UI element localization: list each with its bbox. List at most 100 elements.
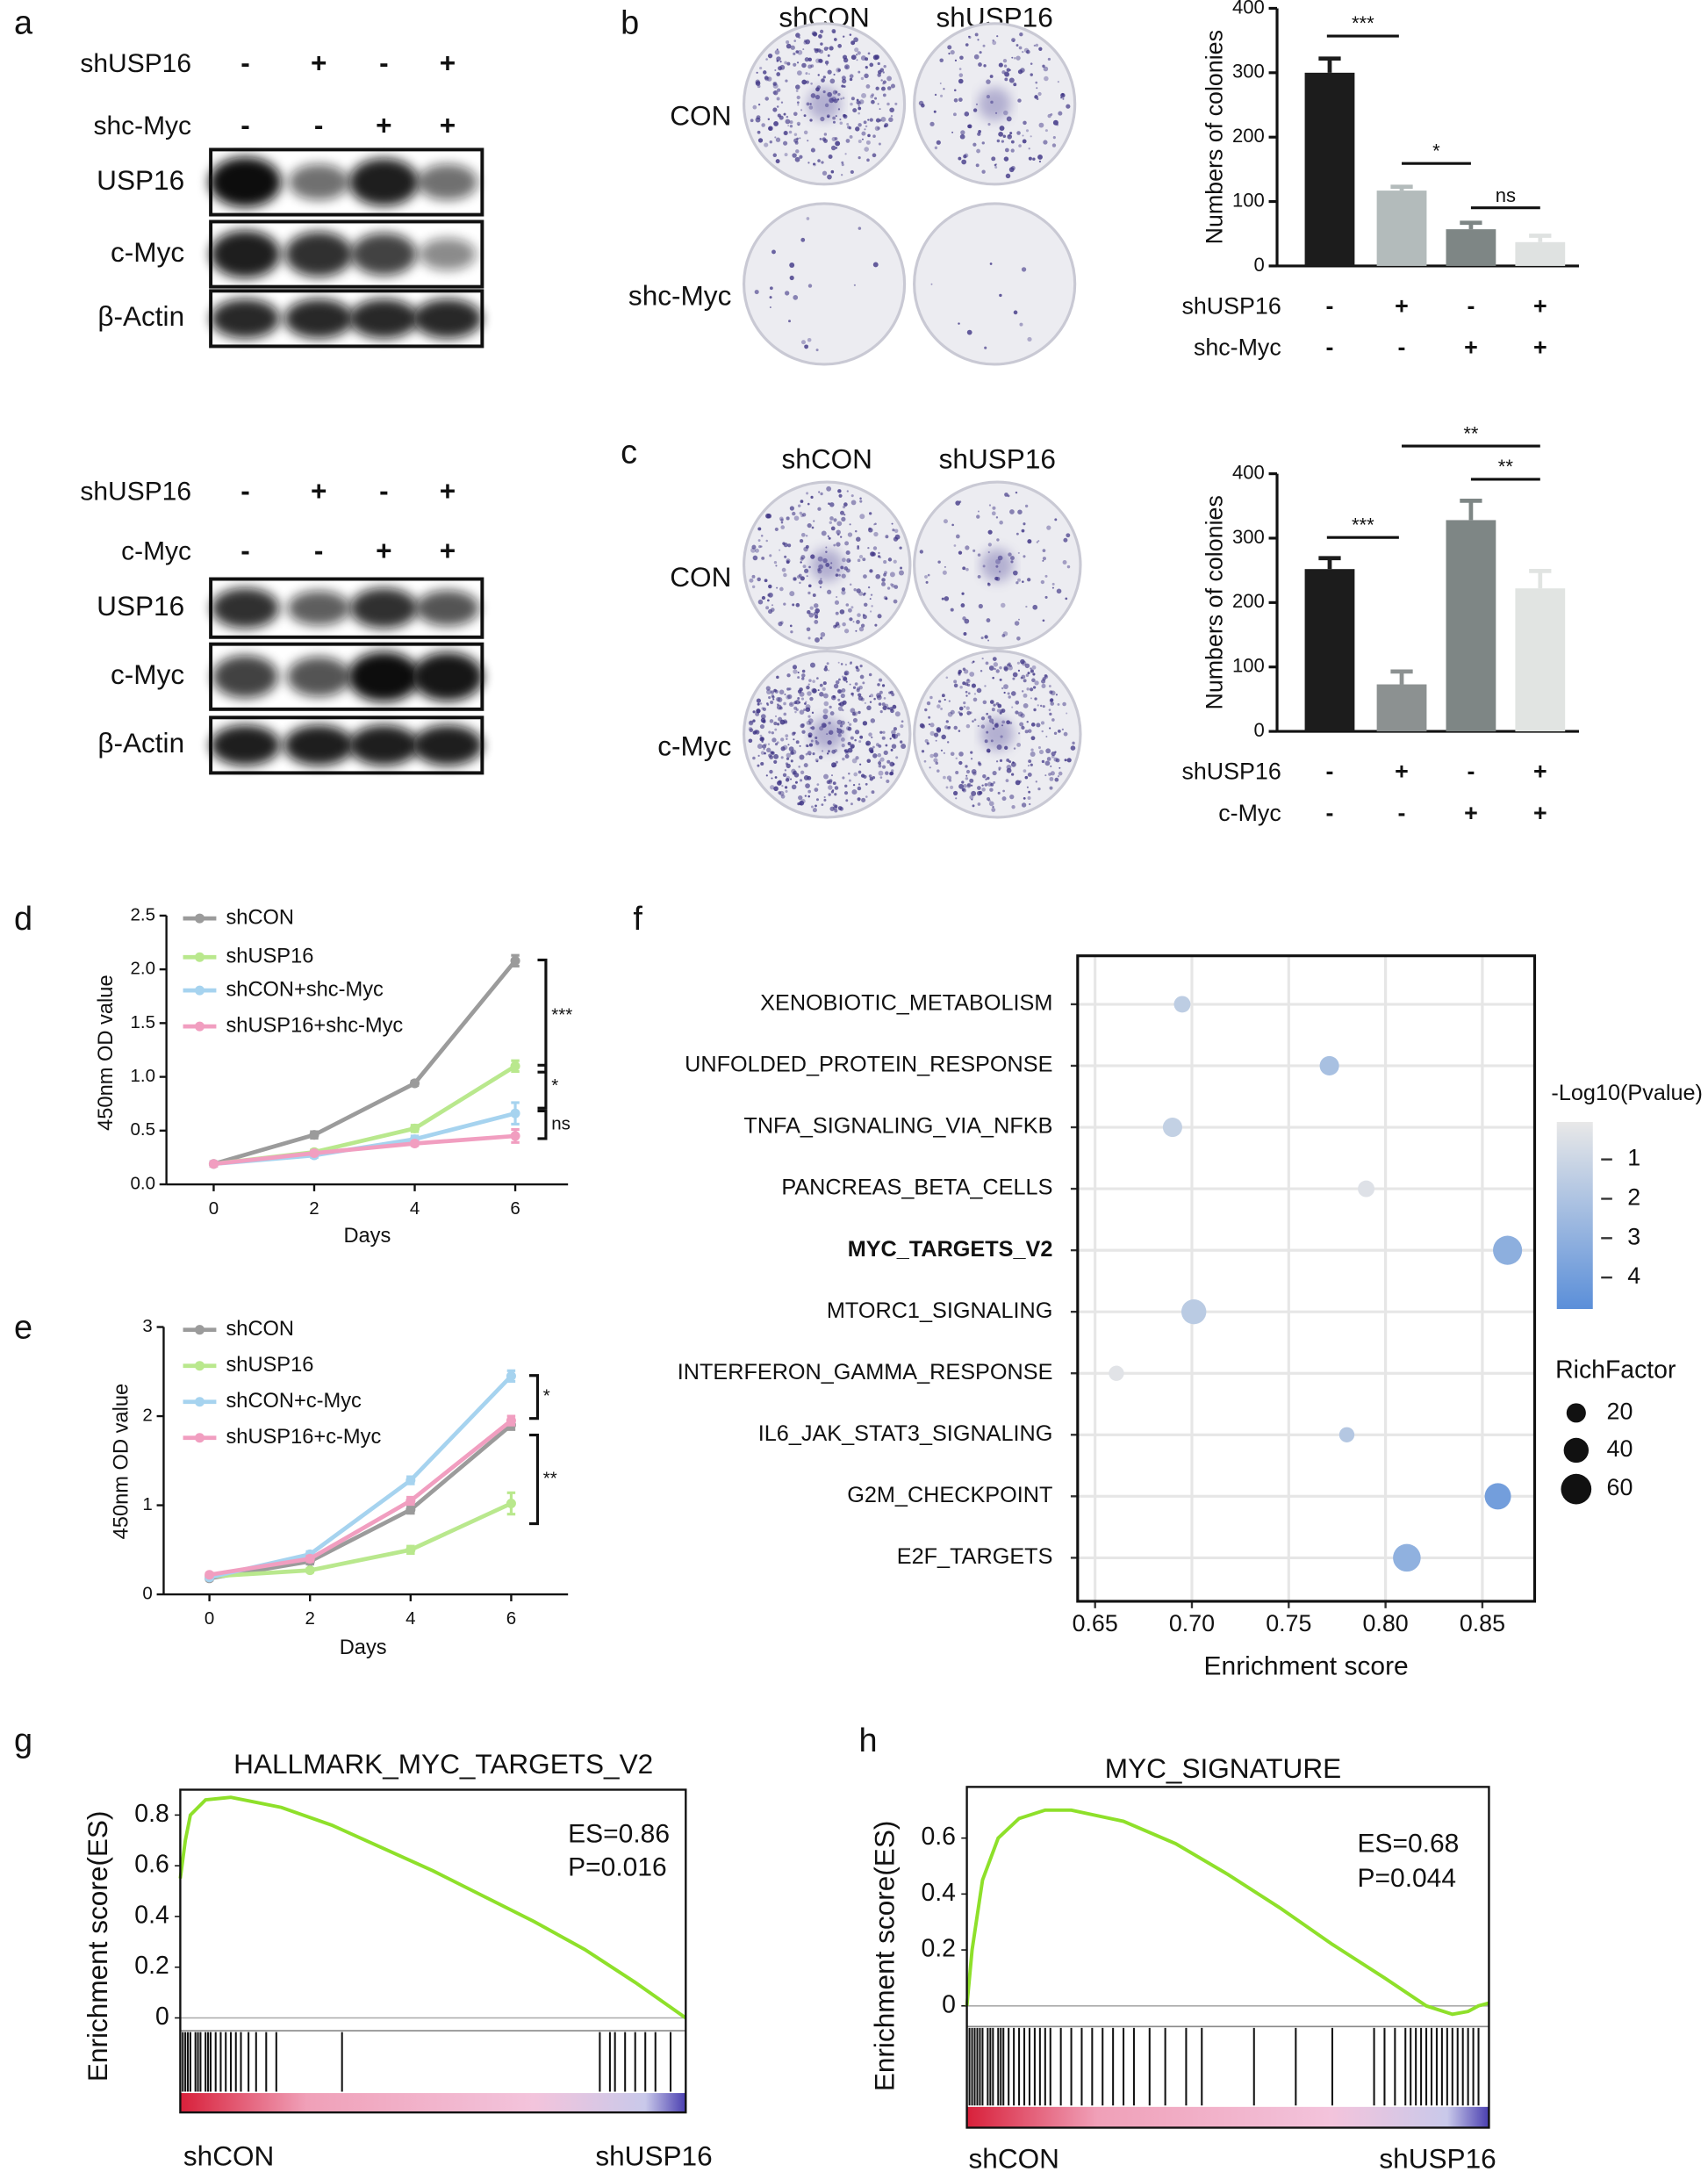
colony <box>953 725 958 730</box>
colony <box>1036 723 1041 728</box>
colony <box>814 788 819 792</box>
blot-band <box>287 590 350 626</box>
y-tick-label: 0.4 <box>922 1879 956 1907</box>
colony <box>963 701 966 705</box>
colony <box>966 679 970 681</box>
colony <box>849 662 852 665</box>
colony <box>1066 565 1071 569</box>
colony <box>856 688 860 693</box>
colony <box>786 43 792 49</box>
colony <box>924 708 928 712</box>
colony <box>848 773 850 775</box>
colony <box>984 635 988 639</box>
colony <box>901 744 907 749</box>
colony <box>786 560 790 565</box>
colorbar-tick-label: 1 <box>1627 1145 1640 1171</box>
colony <box>1065 597 1068 601</box>
bar <box>1446 520 1496 732</box>
colony <box>1029 687 1034 692</box>
colony <box>901 720 904 723</box>
colony <box>854 730 860 735</box>
colony <box>877 614 882 619</box>
colony <box>1054 777 1059 782</box>
colony <box>998 62 1003 68</box>
colony <box>807 789 811 794</box>
colony <box>1066 712 1068 715</box>
colony <box>771 249 776 255</box>
y-tick-label: 0.4 <box>134 1901 169 1929</box>
colony <box>890 83 895 89</box>
bar <box>1304 569 1355 732</box>
colony <box>1004 147 1009 153</box>
colony <box>1001 634 1006 637</box>
colony <box>807 718 814 723</box>
colony <box>891 730 896 735</box>
colony <box>764 97 769 101</box>
colony <box>752 719 756 723</box>
colony <box>765 686 771 691</box>
colony <box>888 691 892 694</box>
colony <box>960 603 965 608</box>
colony <box>799 779 803 782</box>
colony <box>784 786 788 789</box>
colony <box>970 751 973 754</box>
y-tick-label: 3 <box>142 1316 152 1336</box>
colony <box>1048 685 1051 687</box>
y-tick-label: 200 <box>1232 125 1265 147</box>
colony <box>999 126 1005 131</box>
colony <box>796 121 801 126</box>
colony <box>1027 795 1031 800</box>
colony <box>860 773 865 778</box>
colony <box>868 774 872 778</box>
colony <box>799 709 805 715</box>
blot-band <box>210 724 281 766</box>
colony <box>761 740 764 744</box>
y-tick-label: G2M_CHECKPOINT <box>847 1483 1052 1507</box>
colony <box>1024 730 1029 734</box>
colony <box>1030 763 1033 766</box>
colony <box>1016 661 1020 665</box>
colony <box>879 730 883 734</box>
dot <box>1393 1543 1421 1572</box>
colony <box>1027 539 1032 544</box>
colony <box>943 88 945 90</box>
colony <box>869 598 872 601</box>
colony <box>948 700 951 702</box>
colony <box>777 697 783 702</box>
colony <box>1022 139 1027 144</box>
colony <box>879 690 883 694</box>
dot <box>1319 1055 1339 1076</box>
colony <box>879 757 885 762</box>
plate-center <box>980 717 1015 752</box>
colony <box>869 512 872 515</box>
colony <box>792 153 797 158</box>
legend-label: shUSP16+shc-Myc <box>226 1014 403 1037</box>
colony <box>1025 605 1028 608</box>
condition-sign: + <box>1533 800 1547 826</box>
colony <box>749 728 754 733</box>
plot-frame <box>179 1788 687 2114</box>
colony <box>795 740 800 744</box>
colony <box>953 89 957 92</box>
colony <box>1027 772 1032 777</box>
y-tick-label: 2.0 <box>130 959 155 979</box>
colony <box>981 169 986 174</box>
colony <box>1019 322 1023 327</box>
colony <box>841 590 846 595</box>
dot <box>1338 1427 1355 1442</box>
colony <box>883 595 887 601</box>
colorbar-tick-label: 4 <box>1627 1262 1640 1289</box>
colony <box>783 602 786 606</box>
colony <box>839 510 844 515</box>
colony <box>793 515 800 521</box>
colony <box>994 163 997 167</box>
colony <box>1050 765 1052 767</box>
colony <box>812 752 815 756</box>
colony <box>1053 731 1058 735</box>
colony <box>780 101 784 104</box>
colony <box>781 567 786 572</box>
colony <box>1048 773 1051 776</box>
colony <box>1021 725 1025 730</box>
colony <box>881 765 886 769</box>
colony <box>1051 586 1054 589</box>
